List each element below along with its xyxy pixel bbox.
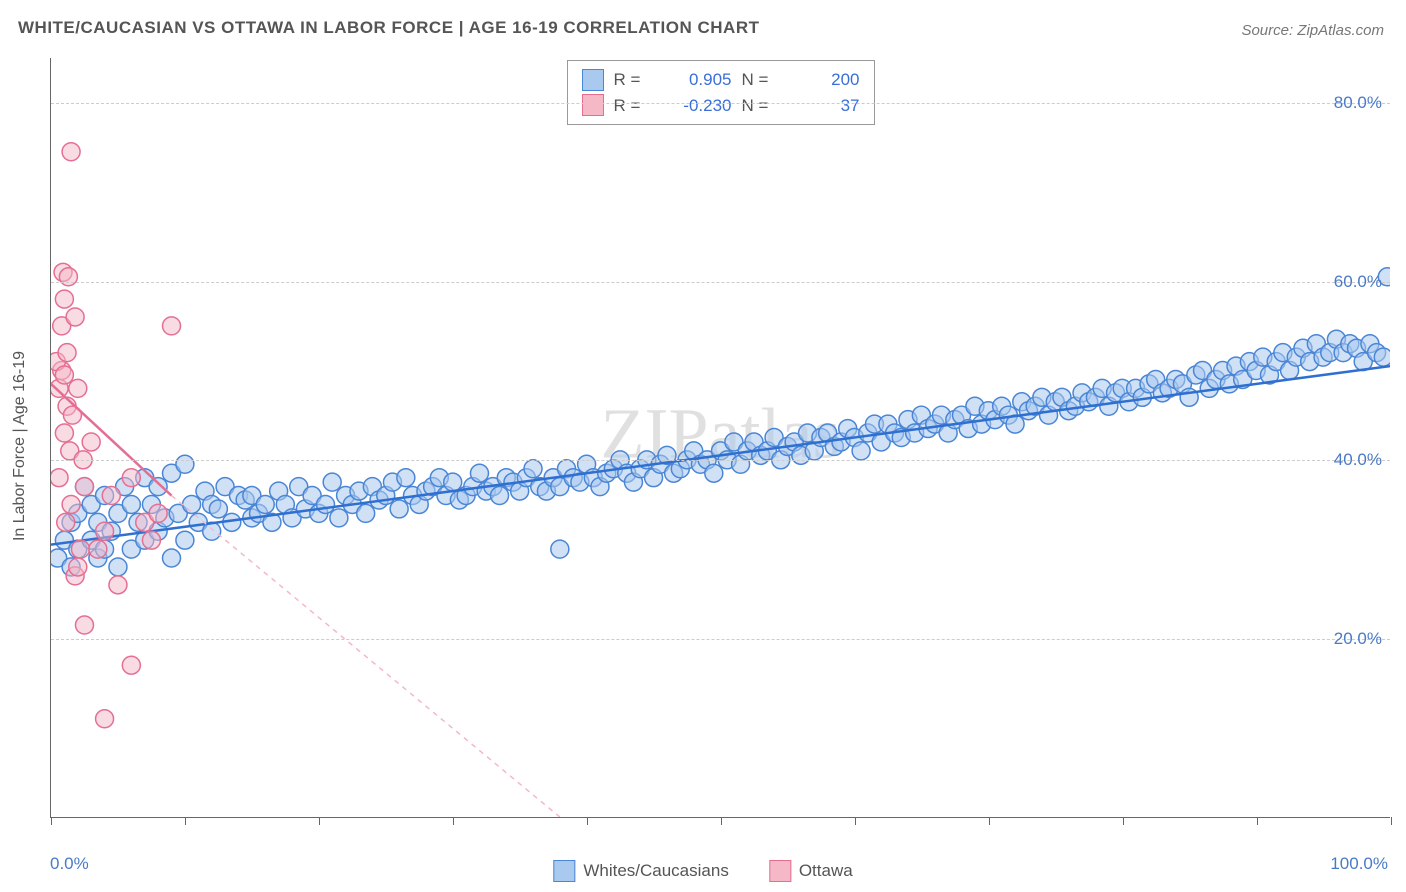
data-point	[176, 531, 194, 549]
data-point	[89, 540, 107, 558]
data-point	[75, 478, 93, 496]
data-point	[183, 495, 201, 513]
data-point	[323, 473, 341, 491]
scatter-svg	[51, 58, 1390, 817]
data-point	[69, 558, 87, 576]
data-point	[163, 549, 181, 567]
data-point	[62, 143, 80, 161]
series-legend: Whites/Caucasians Ottawa	[553, 860, 852, 882]
data-point	[57, 513, 75, 531]
data-point	[1374, 348, 1390, 366]
y-tick-label: 60.0%	[1334, 272, 1382, 292]
data-point	[444, 473, 462, 491]
data-point	[524, 460, 542, 478]
data-point	[96, 522, 114, 540]
y-tick-label: 80.0%	[1334, 93, 1382, 113]
data-point	[256, 495, 274, 513]
data-point	[66, 308, 84, 326]
n-label: N =	[742, 93, 778, 119]
x-tick	[587, 817, 588, 825]
gridline	[51, 460, 1390, 461]
x-tick	[1391, 817, 1392, 825]
source-attribution: Source: ZipAtlas.com	[1241, 22, 1384, 39]
data-point	[852, 442, 870, 460]
data-point	[122, 495, 140, 513]
r-label: R =	[614, 67, 650, 93]
data-point	[209, 500, 227, 518]
data-point	[109, 558, 127, 576]
data-point	[62, 495, 80, 513]
data-point	[75, 616, 93, 634]
data-point	[705, 464, 723, 482]
legend-stat-row: R = 0.905 N = 200	[582, 67, 860, 93]
gridline	[51, 639, 1390, 640]
x-tick	[185, 817, 186, 825]
x-tick	[721, 817, 722, 825]
legend-series-item: Ottawa	[769, 860, 853, 882]
data-point	[71, 540, 89, 558]
data-point	[51, 469, 68, 487]
stats-legend: R = 0.905 N = 200 R = -0.230 N = 37	[567, 60, 875, 125]
data-point	[55, 290, 73, 308]
data-point	[102, 487, 120, 505]
data-point	[82, 433, 100, 451]
data-point	[330, 509, 348, 527]
data-point	[109, 576, 127, 594]
chart-container: WHITE/CAUCASIAN VS OTTAWA IN LABOR FORCE…	[0, 0, 1406, 892]
x-axis-min-label: 0.0%	[50, 854, 89, 874]
legend-swatch	[582, 69, 604, 91]
legend-swatch	[553, 860, 575, 882]
n-value: 200	[788, 67, 860, 93]
data-point	[55, 424, 73, 442]
y-axis-label: In Labor Force | Age 16-19	[11, 351, 29, 541]
data-point	[397, 469, 415, 487]
x-tick	[453, 817, 454, 825]
data-point	[149, 478, 167, 496]
data-point	[96, 710, 114, 728]
data-point	[176, 455, 194, 473]
data-point	[163, 317, 181, 335]
x-tick	[319, 817, 320, 825]
plot-area: ZIPatlas R =0.905N =200R =-0.230N =37 20…	[50, 58, 1390, 818]
y-tick-label: 20.0%	[1334, 629, 1382, 649]
data-point	[58, 344, 76, 362]
x-axis-max-label: 100.0%	[1330, 854, 1388, 874]
r-value: 0.905	[660, 67, 732, 93]
x-tick	[1257, 817, 1258, 825]
x-tick	[989, 817, 990, 825]
data-point	[122, 656, 140, 674]
legend-swatch	[769, 860, 791, 882]
r-label: R =	[614, 93, 650, 119]
x-tick	[51, 817, 52, 825]
trend-line	[51, 366, 1390, 545]
data-point	[149, 504, 167, 522]
legend-series-label: Whites/Caucasians	[583, 861, 729, 881]
data-point	[491, 487, 509, 505]
legend-stat-row: R = -0.230 N = 37	[582, 93, 860, 119]
trend-line-extension	[172, 496, 560, 817]
data-point	[59, 268, 77, 286]
y-tick-label: 40.0%	[1334, 450, 1382, 470]
gridline	[51, 282, 1390, 283]
data-point	[69, 379, 87, 397]
legend-swatch	[582, 94, 604, 116]
data-point	[390, 500, 408, 518]
data-point	[357, 504, 375, 522]
data-point	[142, 531, 160, 549]
x-tick	[1123, 817, 1124, 825]
legend-series-item: Whites/Caucasians	[553, 860, 729, 882]
data-point	[551, 540, 569, 558]
legend-series-label: Ottawa	[799, 861, 853, 881]
data-point	[122, 469, 140, 487]
chart-title: WHITE/CAUCASIAN VS OTTAWA IN LABOR FORCE…	[18, 18, 760, 38]
n-value: 37	[788, 93, 860, 119]
gridline	[51, 103, 1390, 104]
data-point	[470, 464, 488, 482]
x-tick	[855, 817, 856, 825]
data-point	[55, 366, 73, 384]
data-point	[317, 495, 335, 513]
r-value: -0.230	[660, 93, 732, 119]
n-label: N =	[742, 67, 778, 93]
